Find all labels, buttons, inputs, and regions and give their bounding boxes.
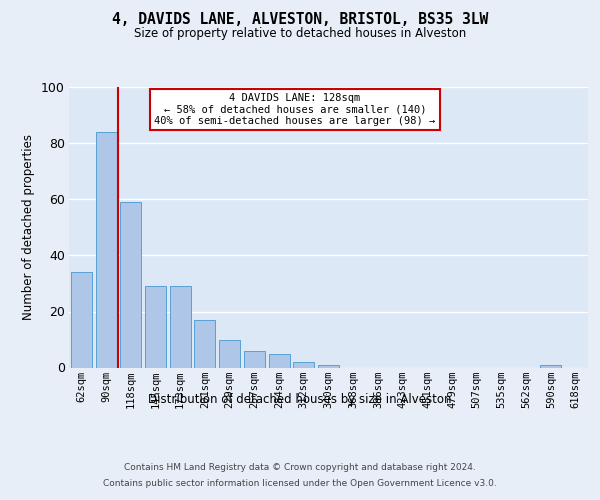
Bar xyxy=(293,362,314,368)
Bar xyxy=(219,340,240,367)
Bar xyxy=(244,350,265,368)
Bar xyxy=(269,354,290,368)
Text: Size of property relative to detached houses in Alveston: Size of property relative to detached ho… xyxy=(134,28,466,40)
Text: 4 DAVIDS LANE: 128sqm
← 58% of detached houses are smaller (140)
40% of semi-det: 4 DAVIDS LANE: 128sqm ← 58% of detached … xyxy=(154,93,436,126)
Text: Distribution of detached houses by size in Alveston: Distribution of detached houses by size … xyxy=(148,392,452,406)
Text: 4, DAVIDS LANE, ALVESTON, BRISTOL, BS35 3LW: 4, DAVIDS LANE, ALVESTON, BRISTOL, BS35 … xyxy=(112,12,488,28)
Bar xyxy=(318,364,339,368)
Text: Contains public sector information licensed under the Open Government Licence v3: Contains public sector information licen… xyxy=(103,479,497,488)
Bar xyxy=(145,286,166,368)
Bar xyxy=(71,272,92,368)
Y-axis label: Number of detached properties: Number of detached properties xyxy=(22,134,35,320)
Bar xyxy=(95,132,116,368)
Bar xyxy=(170,286,191,368)
Bar xyxy=(541,364,562,368)
Text: Contains HM Land Registry data © Crown copyright and database right 2024.: Contains HM Land Registry data © Crown c… xyxy=(124,462,476,471)
Bar xyxy=(120,202,141,368)
Bar xyxy=(194,320,215,368)
